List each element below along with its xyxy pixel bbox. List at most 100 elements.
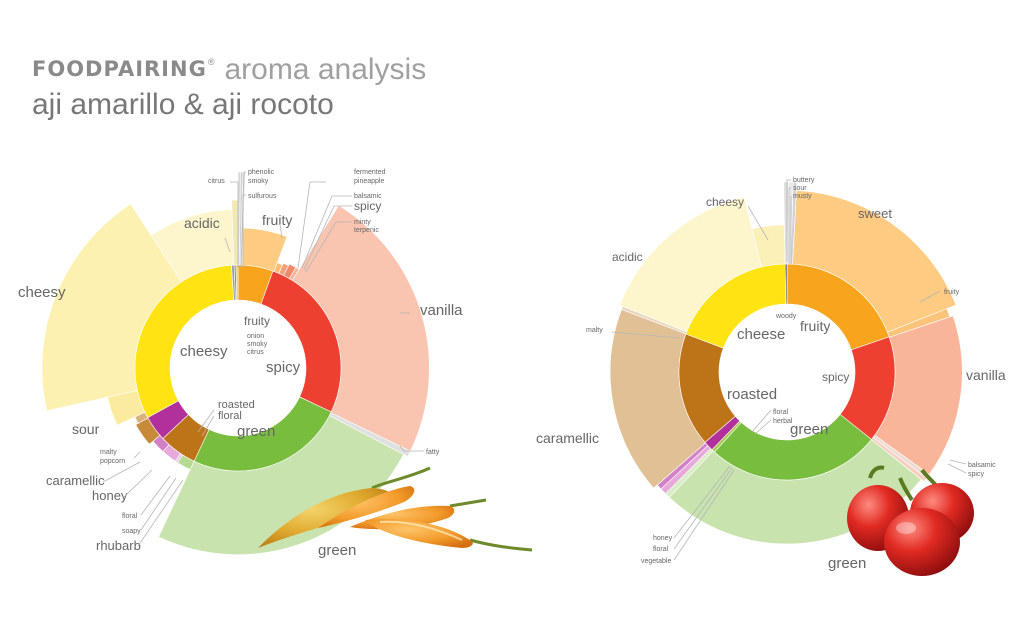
outer-label-citrus: citrus	[208, 178, 225, 185]
outer-label-balsamic: balsamic	[968, 462, 996, 469]
outer-label-smoky: smoky	[248, 178, 269, 185]
outer-label-vanilla: vanilla	[420, 302, 463, 319]
inner-label-floral: floral	[773, 409, 789, 416]
outer-label-vegetable: vegetable	[641, 558, 671, 565]
label-leader-line	[230, 181, 239, 268]
label-leader-line	[919, 290, 941, 303]
inner-label-cheese: cheese	[737, 326, 785, 343]
inner-label-herbal: herbal	[773, 418, 793, 425]
label-leader-line	[301, 195, 352, 269]
outer-label-malty: malty	[100, 449, 117, 456]
inner-label-spicy: spicy	[266, 359, 301, 376]
label-leader-line	[788, 187, 791, 264]
inner-label-roasted: roasted	[727, 386, 777, 403]
label-leader-line	[947, 463, 967, 474]
label-leader-line	[201, 415, 215, 437]
outer-label-vanilla: vanilla	[966, 367, 1006, 383]
label-leader-line	[140, 475, 171, 516]
outer-label-spicy: spicy	[968, 471, 984, 478]
outer-label-pineapple: pineapple	[354, 178, 384, 185]
outer-label-malty: malty	[586, 327, 603, 334]
outer-label-soapy: soapy	[122, 528, 141, 535]
brand-line: FOODPAIRING® aroma analysis	[32, 44, 426, 88]
outer-label-cheesy: cheesy	[706, 195, 744, 209]
label-leader-line	[399, 445, 424, 452]
label-leader-line	[673, 469, 735, 561]
registered-mark: ®	[207, 57, 215, 67]
label-leader-line	[242, 194, 246, 268]
label-leader-line	[279, 223, 283, 239]
outer-label-rhubarb: rhubarb	[96, 538, 141, 553]
outer-label-honey: honey	[92, 488, 128, 503]
label-leader-line	[751, 409, 772, 433]
aji-rocoto-sunburst: cheesewoodyfruityspicyroastedfloralherba…	[536, 177, 1006, 572]
outer-label-minty: minty	[354, 219, 371, 226]
outer-label-green: green	[318, 542, 356, 559]
outer-label-fruity: fruity	[262, 212, 292, 228]
inner-label-woody: woody	[775, 313, 797, 320]
inner-label-onion: onion	[247, 333, 264, 340]
page-title: aji amarillo & aji rocoto	[32, 88, 334, 121]
outer-label-sulfurous: sulfurous	[248, 193, 277, 200]
outer-label-cheesy: cheesy	[18, 284, 66, 301]
outer-label-popcorn: popcorn	[100, 458, 125, 465]
label-leader-line	[611, 331, 681, 339]
outer-label-fermented: fermented	[354, 169, 386, 176]
label-leader-line	[305, 221, 352, 273]
inner-slice-cheesy	[134, 264, 235, 419]
inner-label-fruity: fruity	[244, 314, 270, 328]
outer-label-acidic: acidic	[184, 215, 220, 231]
outer-label-fruity: fruity	[944, 289, 960, 296]
aji-rocoto-peppers-illustration	[847, 465, 974, 576]
label-leader-line	[224, 237, 231, 253]
label-leader-line	[140, 477, 177, 531]
inner-label-green: green	[237, 423, 275, 440]
inner-label-citrus: citrus	[247, 349, 264, 356]
inner-label-smoky: smoky	[247, 341, 268, 348]
label-leader-line	[303, 205, 352, 271]
outer-label-sour: sour	[72, 421, 100, 437]
label-leader-line	[673, 465, 731, 539]
label-leader-line	[137, 479, 184, 547]
inner-label-green: green	[790, 421, 828, 438]
label-leader-line	[673, 467, 733, 550]
inner-label-roasted: roasted	[218, 399, 255, 411]
outer-label-terpenic: terpenic	[354, 227, 379, 234]
outer-label-balsamic: balsamic	[354, 193, 382, 200]
inner-label-fruity: fruity	[800, 318, 830, 334]
label-leader-line	[747, 205, 769, 241]
outer-label-spicy: spicy	[354, 199, 381, 213]
outer-label-green: green	[828, 555, 866, 572]
label-leader-line	[786, 179, 791, 262]
outer-label-phenolic: phenolic	[248, 169, 275, 176]
inner-slice-cheese	[685, 263, 787, 349]
label-leader-line	[197, 409, 215, 433]
outer-label-sour: sour	[793, 185, 807, 192]
outer-label-honey: honey	[653, 535, 673, 542]
outer-label-musty: musty	[793, 193, 812, 200]
label-leader-line	[123, 469, 153, 498]
outer-label-acidic: acidic	[612, 250, 643, 264]
label-leader-line	[240, 171, 246, 269]
foodpairing-logo: FOODPAIRING	[32, 57, 207, 81]
inner-label-floral: floral	[218, 410, 242, 422]
label-leader-line	[297, 181, 326, 269]
inner-slice-citrus	[235, 264, 239, 301]
outer-label-floral: floral	[122, 513, 138, 520]
outer-label-buttery: buttery	[793, 177, 815, 184]
page-subtitle: aroma analysis	[224, 53, 427, 86]
header: FOODPAIRING® aroma analysis aji amarillo …	[32, 44, 426, 122]
outer-label-floral: floral	[653, 546, 669, 553]
outer-label-sweet: sweet	[858, 206, 892, 221]
label-leader-line	[754, 419, 772, 435]
label-leader-line	[102, 461, 141, 483]
outer-label-caramellic: caramellic	[536, 430, 599, 446]
aji-amarillo-peppers-illustration	[258, 466, 533, 552]
outer-label-caramellic: caramellic	[46, 473, 105, 488]
label-leader-line	[133, 451, 141, 459]
inner-label-cheesy: cheesy	[180, 343, 228, 360]
outer-label-fatty: fatty	[426, 449, 440, 456]
inner-label-spicy: spicy	[822, 370, 849, 384]
label-leader-line	[949, 459, 967, 465]
